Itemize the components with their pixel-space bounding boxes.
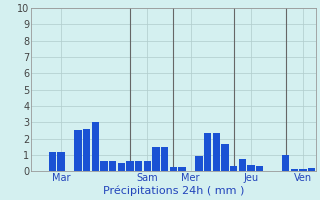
Bar (170, 167, 177, 171)
Bar (230, 166, 237, 171)
Bar (308, 168, 315, 171)
Bar (152, 147, 160, 171)
Bar (135, 161, 142, 171)
Bar (49, 152, 56, 171)
Bar (118, 163, 125, 171)
Bar (299, 169, 307, 171)
X-axis label: Précipitations 24h ( mm ): Précipitations 24h ( mm ) (102, 185, 244, 196)
Bar (100, 161, 108, 171)
Bar (196, 156, 203, 171)
Bar (57, 152, 65, 171)
Bar (109, 161, 116, 171)
Bar (83, 129, 91, 171)
Bar (221, 144, 229, 171)
Bar (178, 167, 186, 171)
Bar (75, 130, 82, 171)
Bar (204, 133, 212, 171)
Bar (282, 155, 289, 171)
Bar (144, 161, 151, 171)
Bar (247, 165, 255, 171)
Bar (256, 166, 263, 171)
Bar (291, 169, 298, 171)
Bar (213, 133, 220, 171)
Bar (239, 159, 246, 171)
Bar (126, 161, 134, 171)
Bar (92, 122, 99, 171)
Bar (161, 147, 168, 171)
